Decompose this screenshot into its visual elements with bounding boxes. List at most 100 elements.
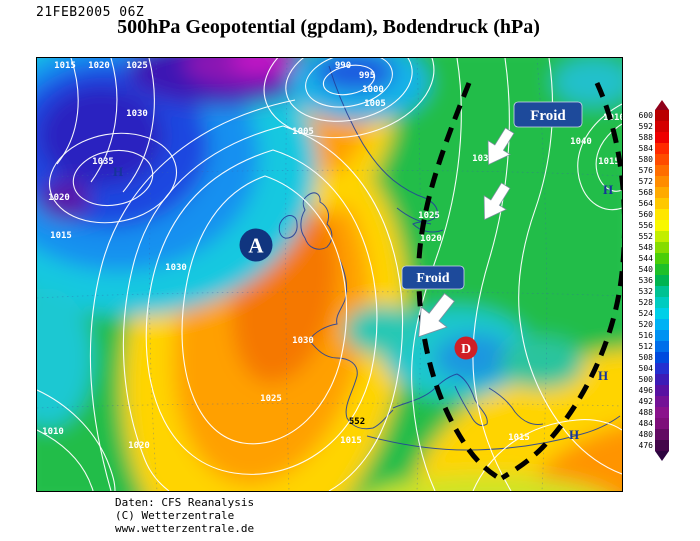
high-pressure-letter: H: [603, 182, 613, 197]
colorbar-level: 488: [624, 407, 672, 418]
isobar-label: 1025: [418, 211, 440, 221]
anticyclone-marker: A: [239, 228, 273, 262]
isobar-label: 1030: [292, 336, 314, 346]
colorbar-value: 576: [638, 166, 653, 175]
isobar-label: 1020: [128, 441, 150, 451]
colorbar-levels: 600 592 588 584 580 576 572 568 564 560 556 552 548 5…: [624, 110, 672, 451]
colorbar: 600 592 588 584 580 576 572 568 564 560 556 552 548 5…: [624, 100, 672, 461]
colorbar-swatch: [655, 286, 669, 297]
colorbar-level: 572: [624, 176, 672, 187]
annotation-layer: Froid Froid A D: [239, 81, 622, 481]
colorbar-swatch: [655, 319, 669, 330]
colorbar-swatch: [655, 253, 669, 264]
footer-credit: Daten: CFS Reanalysis: [115, 496, 255, 509]
colorbar-swatch: [655, 220, 669, 231]
colorbar-level: 548: [624, 242, 672, 253]
colorbar-swatch: [655, 396, 669, 407]
colorbar-level: 500: [624, 374, 672, 385]
depression-marker: D: [454, 336, 478, 360]
high-letters-layer: H H H H: [113, 164, 613, 442]
footer-copyright: (C) Wetterzentrale: [115, 509, 235, 522]
isobar-label: 1030: [165, 263, 187, 273]
colorbar-value: 528: [638, 298, 653, 307]
colorbar-swatch: [655, 330, 669, 341]
colorbar-value: 600: [638, 111, 653, 120]
geopotential-label: 552: [349, 417, 365, 427]
colorbar-swatch: [655, 440, 669, 451]
isobar-label: 1015: [50, 231, 72, 241]
colorbar-swatch: [655, 198, 669, 209]
run-datetime: 21FEB2005 06Z: [36, 5, 145, 20]
colorbar-level: 520: [624, 319, 672, 330]
isobar-labels-layer: 1015 1020 1025 1030 1035 1020 1015 990 995 1000 10…: [42, 61, 622, 451]
colorbar-level: 600: [624, 110, 672, 121]
colorbar-swatch: [655, 341, 669, 352]
height-labels-layer: 552: [349, 417, 365, 427]
isobar-layer: [37, 58, 622, 491]
colorbar-swatch: [655, 264, 669, 275]
colorbar-swatch: [655, 374, 669, 385]
colorbar-level: 580: [624, 154, 672, 165]
colorbar-value: 516: [638, 331, 653, 340]
colorbar-value: 556: [638, 221, 653, 230]
colorbar-value: 544: [638, 254, 653, 263]
colorbar-swatch: [655, 385, 669, 396]
colorbar-swatch: [655, 110, 669, 121]
colorbar-level: 476: [624, 440, 672, 451]
colorbar-level: 524: [624, 308, 672, 319]
coastline-layer: [278, 65, 621, 451]
colorbar-level: 544: [624, 253, 672, 264]
isobar-label: 1030: [126, 109, 148, 119]
colorbar-level: 508: [624, 352, 672, 363]
isobar-label: 1005: [292, 127, 314, 137]
trough-dashed-line: [416, 82, 501, 481]
colorbar-level: 540: [624, 264, 672, 275]
colorbar-swatch: [655, 176, 669, 187]
colorbar-swatch: [655, 429, 669, 440]
colorbar-value: 512: [638, 342, 653, 351]
colorbar-value: 504: [638, 364, 653, 373]
colorbar-value: 540: [638, 265, 653, 274]
colorbar-value: 564: [638, 199, 653, 208]
colorbar-swatch: [655, 363, 669, 374]
cold-air-arrow: [483, 182, 511, 221]
colorbar-level: 556: [624, 220, 672, 231]
froid-label-text: Froid: [530, 108, 566, 124]
isobar-label: 1000: [362, 85, 384, 95]
colorbar-level: 560: [624, 209, 672, 220]
isobar-label: 1035: [92, 157, 114, 167]
isobar-label: 1015: [508, 433, 530, 443]
colorbar-level: 576: [624, 165, 672, 176]
colorbar-value: 484: [638, 419, 653, 428]
isobar-label: 1020: [48, 193, 70, 203]
colorbar-swatch: [655, 209, 669, 220]
colorbar-value: 480: [638, 430, 653, 439]
colorbar-value: 580: [638, 155, 653, 164]
graticule-layer: [37, 58, 622, 491]
isobar-label: 1025: [126, 61, 148, 71]
colorbar-value: 488: [638, 408, 653, 417]
colorbar-level: 492: [624, 396, 672, 407]
colorbar-value: 588: [638, 133, 653, 142]
depression-letter: D: [461, 342, 471, 357]
isobar-label: 1040: [570, 137, 592, 147]
colorbar-swatch: [655, 352, 669, 363]
footer: Daten: CFS Reanalysis (C) Wetterzentrale…: [115, 496, 254, 535]
colorbar-swatch: [655, 121, 669, 132]
colorbar-value: 584: [638, 144, 653, 153]
page-title: 500hPa Geopotential (gpdam), Bodendruck …: [117, 16, 540, 38]
colorbar-swatch: [655, 231, 669, 242]
isobar-label: 1005: [364, 99, 386, 109]
colorbar-swatch: [655, 143, 669, 154]
isobar-label: 1035: [472, 154, 494, 164]
isobar-label: 1015: [598, 157, 620, 167]
isobar-label: 995: [359, 71, 375, 81]
footer-website: www.wetterzentrale.de: [115, 522, 255, 535]
colorbar-level: 552: [624, 231, 672, 242]
colorbar-swatch: [655, 165, 669, 176]
colorbar-level: 480: [624, 429, 672, 440]
high-pressure-letter: H: [569, 427, 579, 442]
colorbar-swatch: [655, 308, 669, 319]
colorbar-value: 548: [638, 243, 653, 252]
colorbar-swatch: [655, 418, 669, 429]
